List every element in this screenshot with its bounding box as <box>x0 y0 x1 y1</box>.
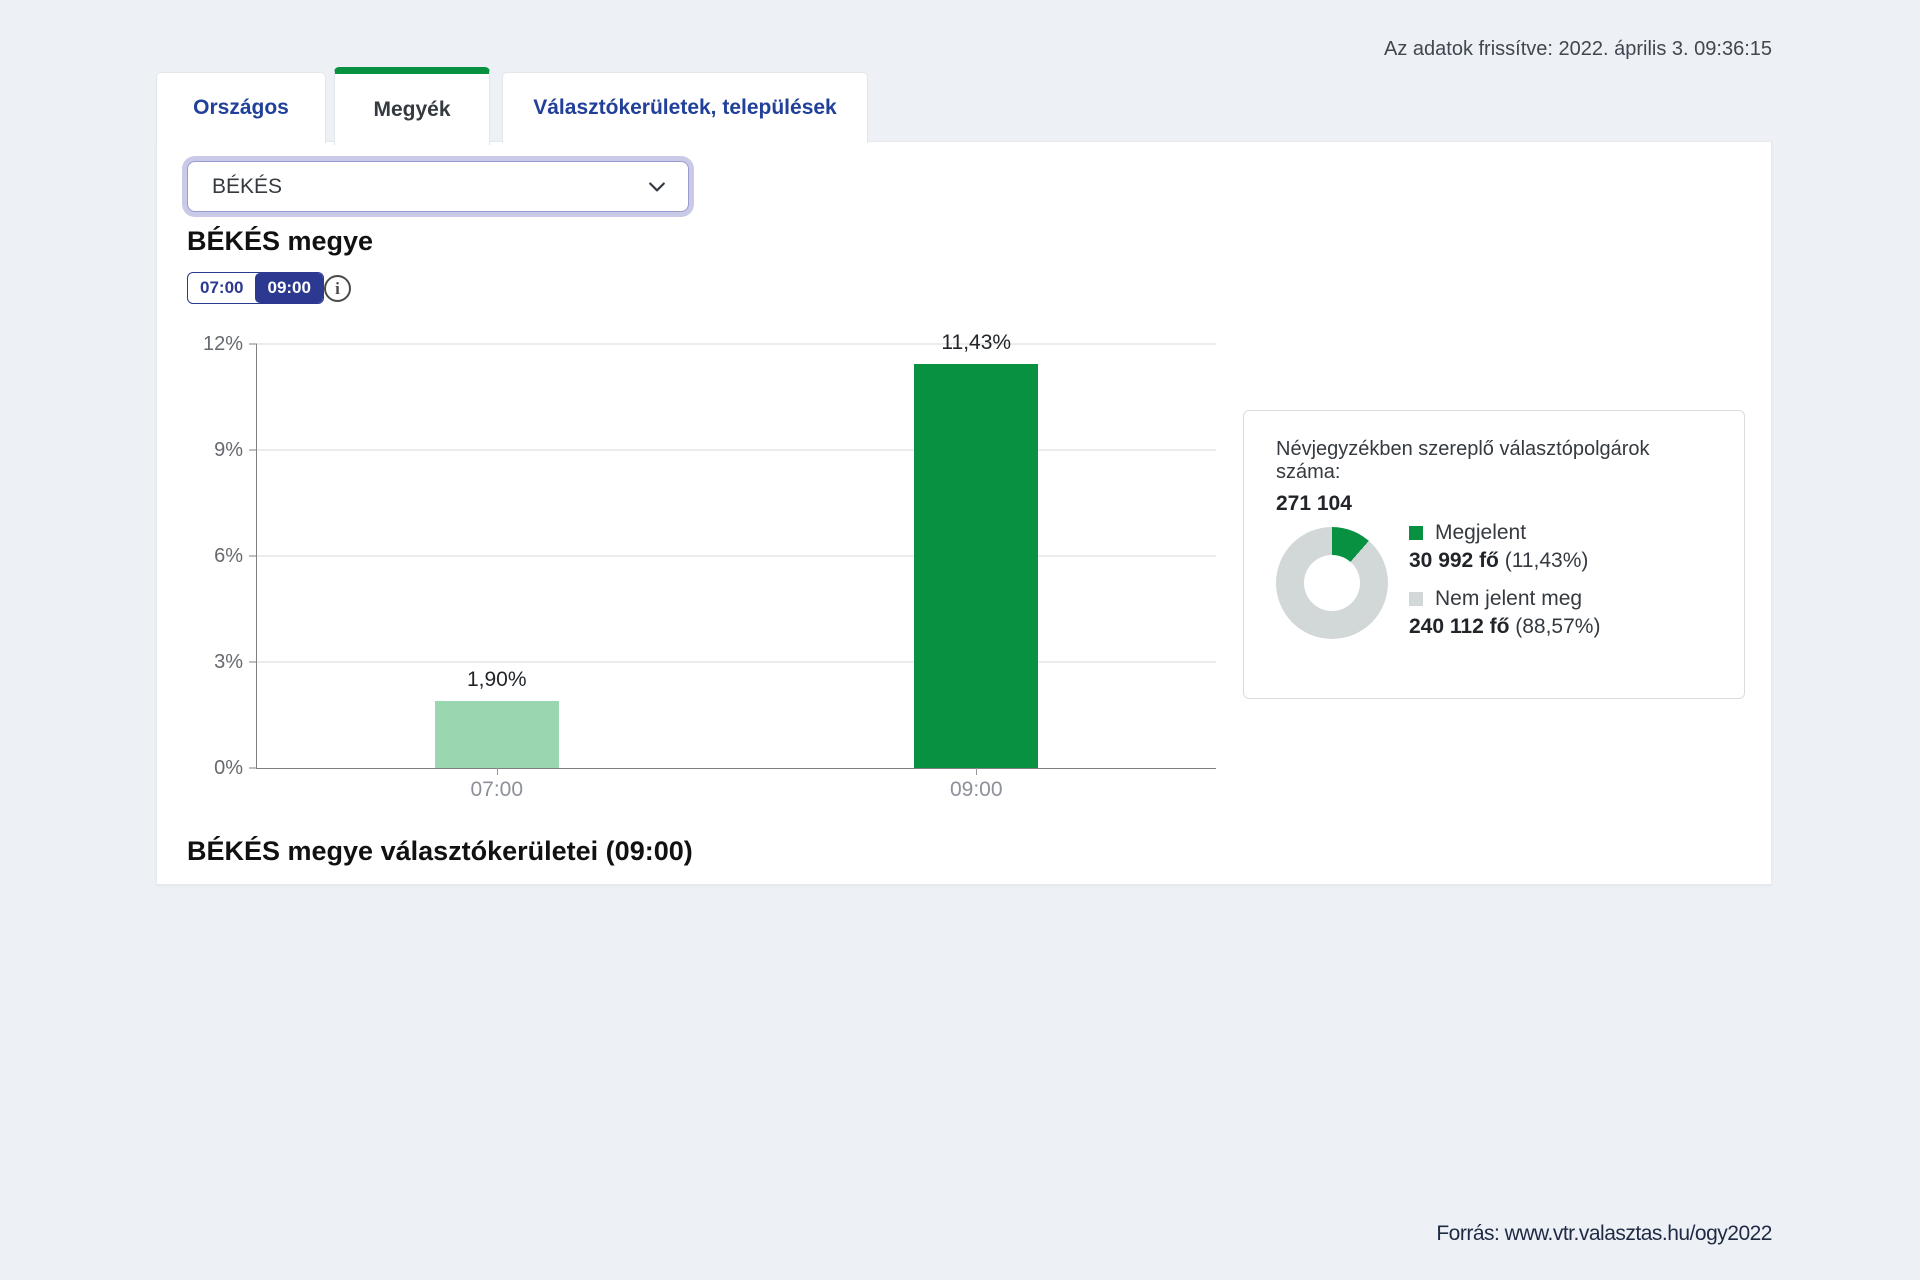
nem-jelent-meg-label: Nem jelent meg <box>1435 587 1582 611</box>
source-text: Forrás: www.vtr.valasztas.hu/ogy2022 <box>1436 1222 1772 1246</box>
y-axis-tick <box>249 768 257 769</box>
nem-jelent-meg-swatch <box>1409 592 1423 606</box>
y-axis-tick <box>249 344 257 345</box>
gridline <box>257 556 1216 557</box>
tab-orszagos-label: Országos <box>193 96 289 120</box>
nem-jelent-meg-pct: (88,57%) <box>1515 615 1600 638</box>
megjelent-label: Megjelent <box>1435 521 1526 545</box>
megjelent-count: 30 992 fő <box>1409 549 1499 572</box>
megjelent-value: 30 992 fő (11,43%) <box>1409 549 1600 573</box>
voter-roll-title: Névjegyzékben szereplő választópolgárok … <box>1276 438 1712 484</box>
time-option-0700[interactable]: 07:00 <box>188 273 255 303</box>
y-axis-tick <box>249 450 257 451</box>
time-option-0900[interactable]: 09:00 <box>255 273 322 303</box>
megjelent-pct: (11,43%) <box>1505 549 1589 572</box>
tab-megyek-label: Megyék <box>373 98 450 122</box>
legend-item-megjelent: Megjelent 30 992 fő (11,43%) <box>1409 521 1600 573</box>
bar-09:00 <box>914 364 1038 768</box>
content-card: BÉKÉS BÉKÉS megye 07:00 09:00 i 0%3%6%9%… <box>156 141 1772 885</box>
donut-legend: Megjelent 30 992 fő (11,43%) Nem jelent … <box>1409 521 1600 639</box>
nem-jelent-meg-count: 240 112 fő <box>1409 615 1509 638</box>
districts-heading: BÉKÉS megye választókerületei (09:00) <box>187 836 693 867</box>
county-select[interactable]: BÉKÉS <box>187 161 689 212</box>
y-axis-label: 3% <box>151 652 243 672</box>
nem-jelent-meg-value: 240 112 fő (88,57%) <box>1409 615 1600 639</box>
tab-valasztokeruletek-label: Választókerületek, települések <box>533 96 837 120</box>
y-axis-label: 0% <box>151 758 243 778</box>
summary-panel: Névjegyzékben szereplő választópolgárok … <box>1243 410 1745 699</box>
gridline <box>257 344 1216 345</box>
data-updated-text: Az adatok frissítve: 2022. április 3. 09… <box>1384 38 1772 61</box>
x-axis-label: 09:00 <box>916 778 1036 802</box>
tab-valasztokeruletek[interactable]: Választókerületek, települések <box>502 72 868 143</box>
donut-hole <box>1304 555 1360 611</box>
x-axis-tick <box>976 768 977 775</box>
y-axis-tick <box>249 662 257 663</box>
y-axis-label: 12% <box>151 334 243 354</box>
time-toggle: 07:00 09:00 <box>187 272 324 304</box>
y-axis-label: 6% <box>151 546 243 566</box>
tab-megyek[interactable]: Megyék <box>334 67 490 145</box>
y-axis-tick <box>249 556 257 557</box>
info-icon[interactable]: i <box>324 275 351 302</box>
megjelent-swatch <box>1409 526 1423 540</box>
gridline <box>257 662 1216 663</box>
county-heading: BÉKÉS megye <box>187 226 373 257</box>
tab-orszagos[interactable]: Országos <box>156 72 326 143</box>
x-axis-tick <box>497 768 498 775</box>
county-select-value: BÉKÉS <box>212 175 282 199</box>
bar-value-label: 11,43% <box>916 331 1036 355</box>
turnout-bar-chart: 0%3%6%9%12%1,90%07:0011,43%09:00 <box>256 344 1216 769</box>
gridline <box>257 450 1216 451</box>
chevron-down-icon <box>648 178 666 196</box>
turnout-donut-chart <box>1276 527 1388 639</box>
legend-item-nem-jelent-meg: Nem jelent meg 240 112 fő (88,57%) <box>1409 587 1600 639</box>
x-axis-label: 07:00 <box>437 778 557 802</box>
bar-07:00 <box>435 701 559 768</box>
y-axis-label: 9% <box>151 440 243 460</box>
bar-value-label: 1,90% <box>437 668 557 692</box>
voter-roll-total: 271 104 <box>1276 492 1712 516</box>
